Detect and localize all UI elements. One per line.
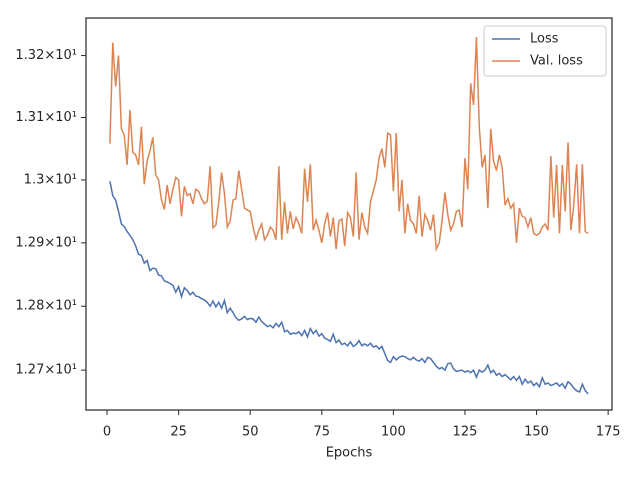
y-tick-label: 1.28×10¹	[15, 299, 77, 314]
y-tick-label: 1.27×10¹	[15, 363, 77, 378]
x-axis-label: Epochs	[326, 446, 373, 461]
y-tick-label: 1.32×10¹	[15, 48, 77, 63]
x-tick-label: 125	[453, 425, 478, 440]
x-tick-label: 100	[381, 425, 406, 440]
plot-frame	[85, 17, 613, 411]
y-tick-label: 1.29×10¹	[15, 235, 77, 250]
series-line	[109, 37, 589, 253]
legend-label: Loss	[530, 32, 559, 47]
x-tick-label: 150	[524, 425, 549, 440]
series-line	[109, 181, 589, 395]
y-tick-label: 1.3×10¹	[24, 172, 77, 187]
x-tick-label: 25	[170, 425, 187, 440]
x-tick-label: 0	[103, 425, 111, 440]
y-tick-label: 1.31×10¹	[15, 110, 77, 125]
x-tick-label: 175	[596, 425, 621, 440]
legend-label: Val. loss	[530, 54, 583, 69]
x-tick-label: 50	[242, 425, 259, 440]
x-tick-label: 75	[314, 425, 331, 440]
